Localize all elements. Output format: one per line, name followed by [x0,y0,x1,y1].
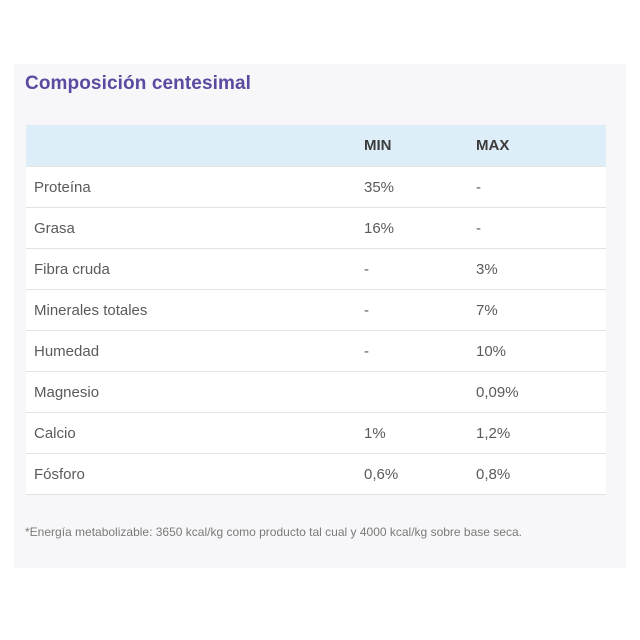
table-row: Proteína 35% - [26,166,606,208]
nutrient-name: Minerales totales [26,289,364,331]
header-nutrient [26,125,364,167]
min-value: - [364,289,476,331]
max-value: 3% [476,248,606,290]
header-max: MAX [476,125,606,167]
max-value: - [476,166,606,208]
table-row: Grasa 16% - [26,207,606,249]
max-value: - [476,207,606,249]
table-row: Calcio 1% 1,2% [26,412,606,454]
energy-footnote: *Energía metabolizable: 3650 kcal/kg com… [25,525,522,539]
table-row: Fibra cruda - 3% [26,248,606,290]
min-value: 35% [364,166,476,208]
composition-table: MIN MAX Proteína 35% - Grasa 16% - Fibra… [26,125,606,495]
max-value: 0,8% [476,453,606,495]
table-row: Humedad - 10% [26,330,606,372]
min-value [364,371,476,413]
min-value: - [364,248,476,290]
nutrient-name: Magnesio [26,371,364,413]
nutrient-name: Proteína [26,166,364,208]
min-value: 16% [364,207,476,249]
max-value: 10% [476,330,606,372]
nutrient-name: Grasa [26,207,364,249]
table-row: Magnesio 0,09% [26,371,606,413]
table-row: Minerales totales - 7% [26,289,606,331]
nutrient-name: Fibra cruda [26,248,364,290]
nutrient-name: Calcio [26,412,364,454]
min-value: 0,6% [364,453,476,495]
table-header-row: MIN MAX [26,125,606,167]
max-value: 0,09% [476,371,606,413]
min-value: 1% [364,412,476,454]
table-row: Fósforo 0,6% 0,8% [26,453,606,495]
nutrient-name: Humedad [26,330,364,372]
nutrient-name: Fósforo [26,453,364,495]
header-min: MIN [364,125,476,167]
section-title: Composición centesimal [25,73,252,94]
min-value: - [364,330,476,372]
max-value: 1,2% [476,412,606,454]
max-value: 7% [476,289,606,331]
